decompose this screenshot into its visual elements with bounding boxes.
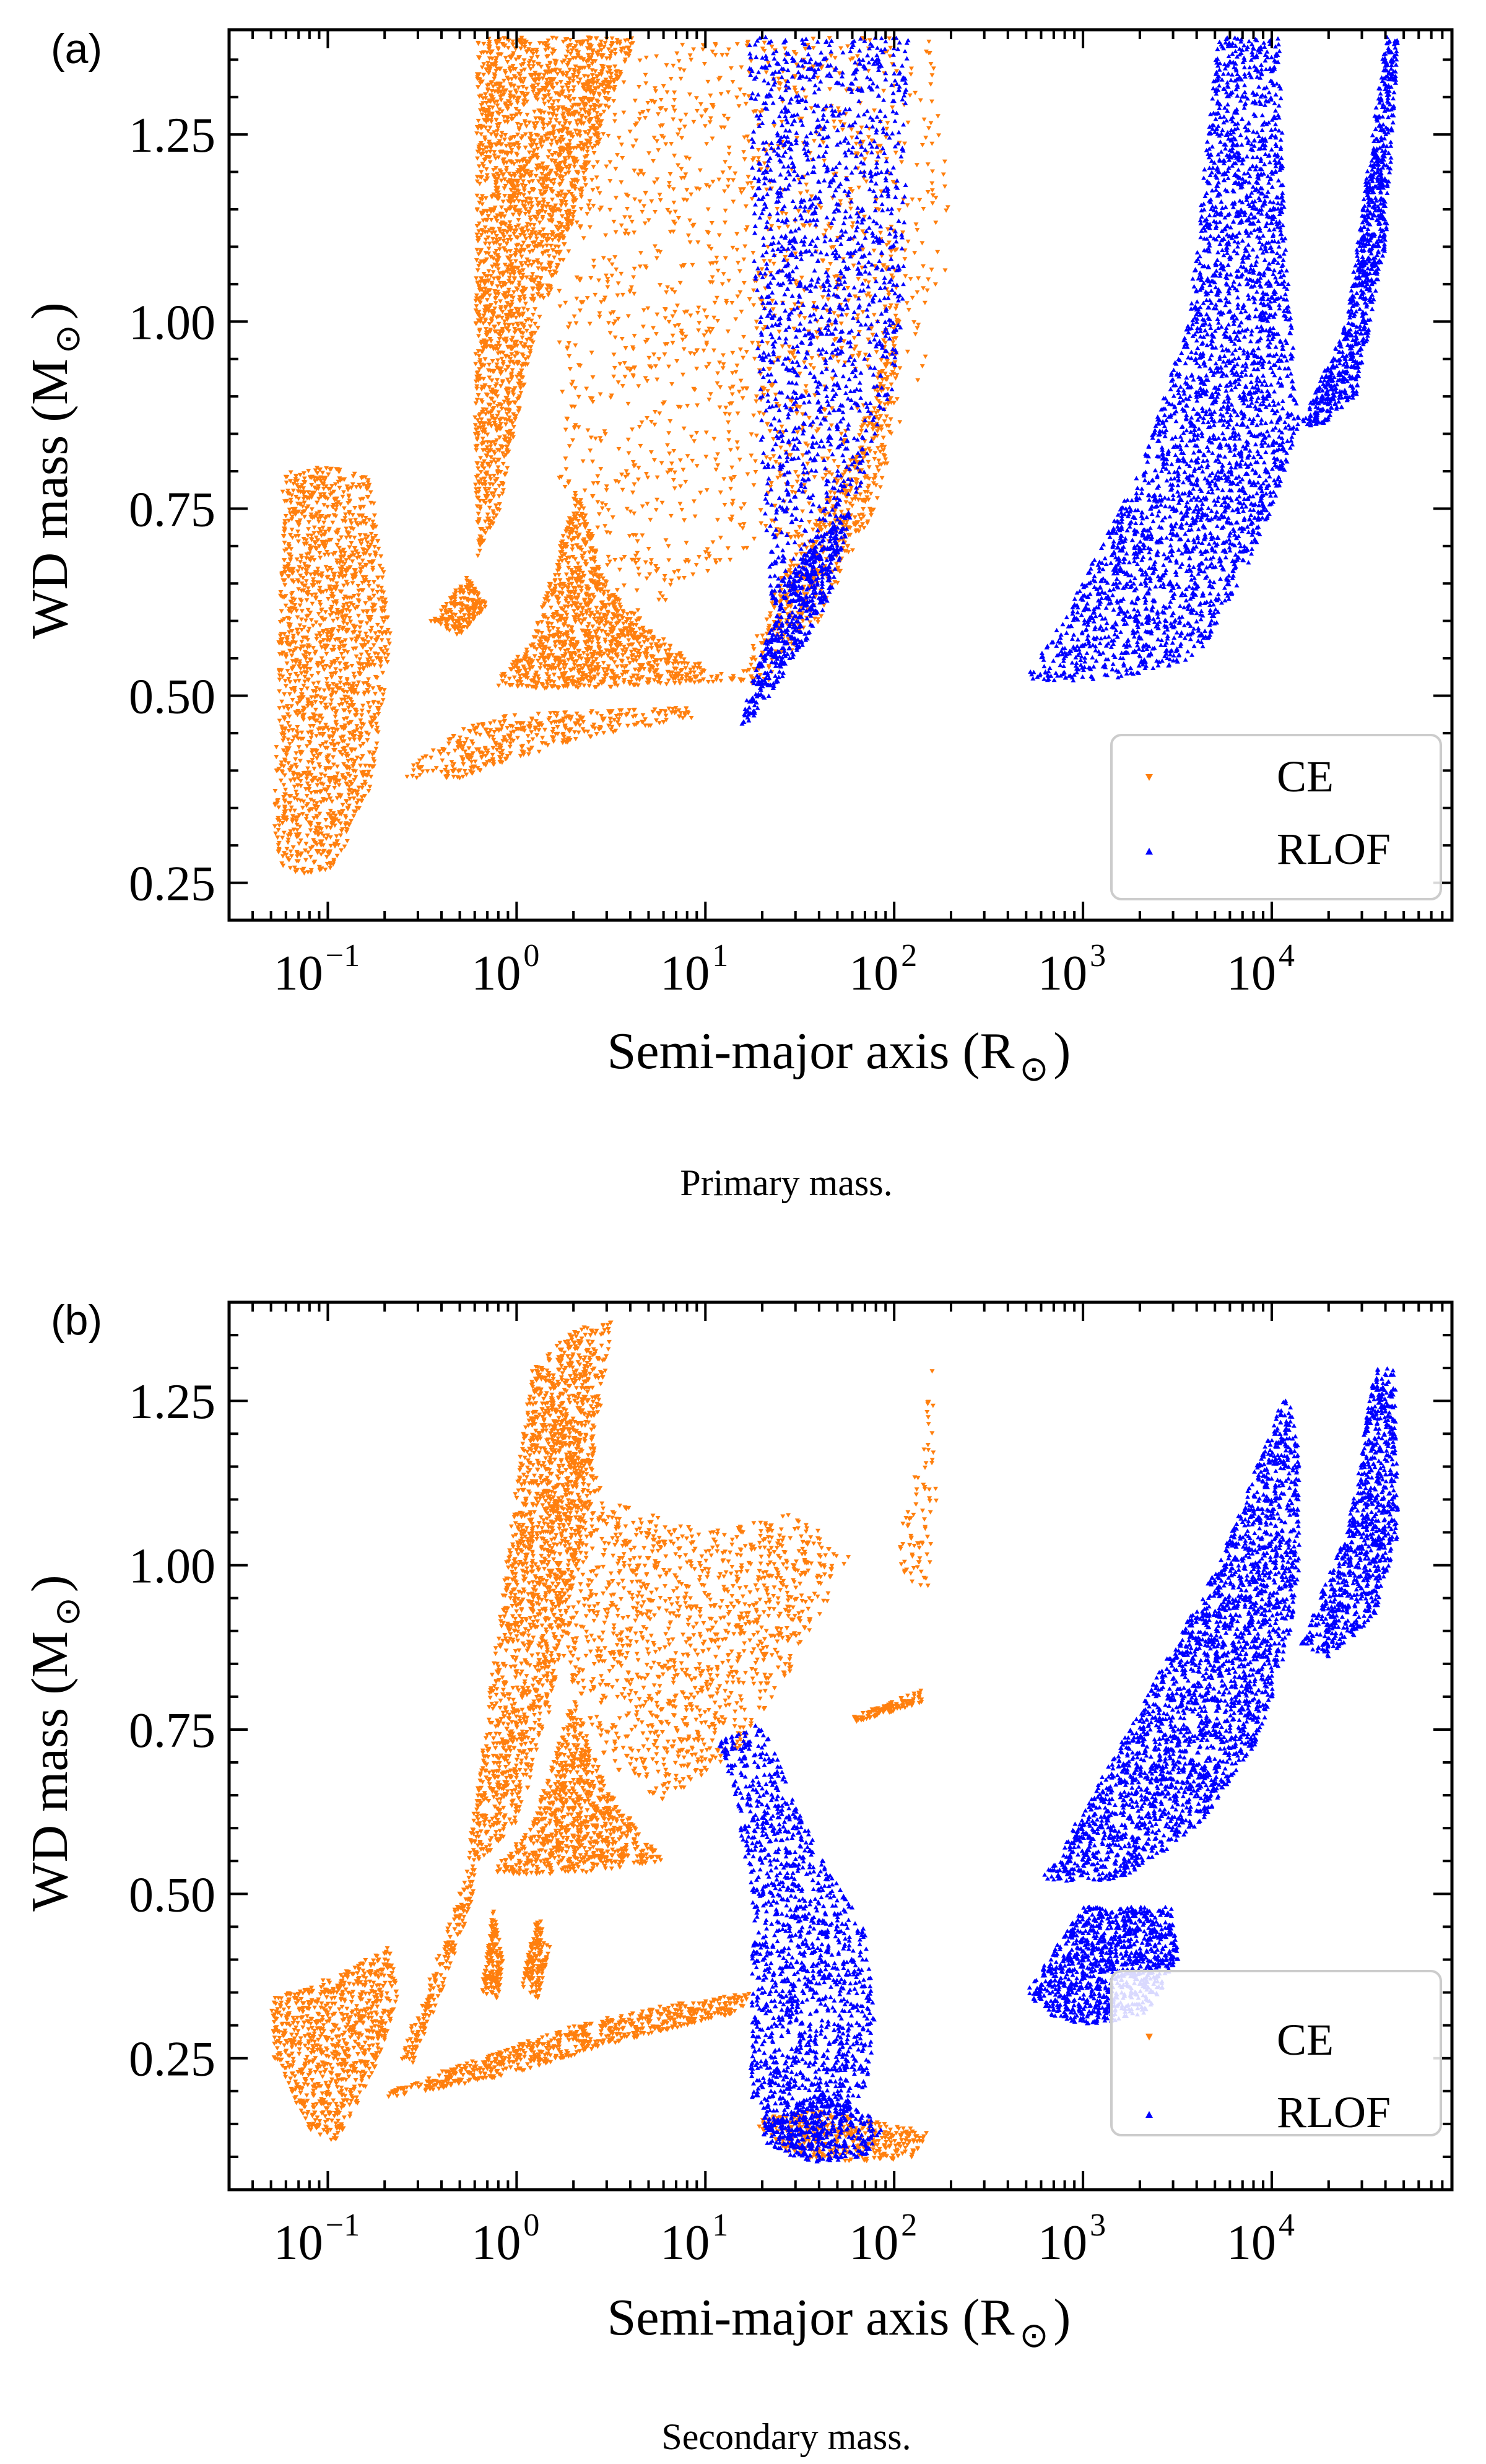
y-tick-label: 0.25	[129, 857, 215, 912]
x-tick-label: 101	[660, 2208, 728, 2270]
panel-a-y-axis-label: WD mass (M⊙)	[21, 302, 88, 639]
panel-a-x-axis-label: Semi-major axis (R ⊙)	[607, 1022, 1071, 1089]
scatter-markers-ce	[269, 1320, 939, 2164]
panel-b-legend-ce-label: CE	[1277, 2015, 1334, 2065]
x-tick-label: 102	[849, 938, 917, 1001]
panel-b-y-axis-label: WD mass (M⊙)	[21, 1575, 88, 1912]
panel-a-label: (a)	[51, 25, 102, 72]
panel-a-points	[272, 35, 1400, 876]
panel-b-y-tick-labels: 0.25 0.50 0.75 1.00 1.25	[129, 1375, 215, 2086]
panel-b-legend-ce-marker	[1145, 2034, 1153, 2040]
y-tick-label: 0.75	[129, 482, 215, 537]
panel-a-legend-ce-marker	[1145, 774, 1153, 781]
y-tick-label: 0.25	[129, 2032, 215, 2087]
y-tick-label: 1.00	[129, 1539, 215, 1594]
x-tick-label: 100	[471, 938, 539, 1001]
panel-b-ticks	[228, 1301, 1453, 2191]
panel-b-legend: CE RLOF	[1110, 1970, 1442, 2137]
panel-a-y-tick-labels: 0.25 0.50 0.75 1.00 1.25	[129, 108, 215, 911]
panel-a-legend-ce-label: CE	[1277, 752, 1334, 801]
panel-b: (b) 10−1 100 101 102 103 104 0.25 0.50 0.75 1.00…	[21, 1297, 1454, 2457]
panel-a-ticks	[228, 30, 1453, 921]
panel-b-x-tick-labels: 10−1 100 101 102 103 104	[274, 2208, 1295, 2270]
y-tick-label: 1.00	[129, 295, 215, 350]
y-tick-label: 1.25	[129, 108, 215, 163]
panel-a-legend-rlof-label: RLOF	[1277, 824, 1391, 874]
panel-a: (a) 10−1 100 101 102 103 104 0.25 0.50 0.75 1.00…	[21, 25, 1454, 1203]
scatter-markers-rlof	[717, 1366, 1401, 2164]
x-tick-label: 10−1	[274, 938, 360, 1001]
panel-b-plot-frame	[227, 1300, 1454, 2192]
panel-b-points	[269, 1320, 1401, 2164]
panel-b-legend-rlof-label: RLOF	[1277, 2087, 1391, 2137]
y-tick-label: 0.75	[129, 1704, 215, 1758]
panel-a-x-tick-labels: 10−1 100 101 102 103 104	[274, 938, 1295, 1001]
x-tick-label: 102	[849, 2208, 917, 2270]
x-tick-label: 103	[1038, 2208, 1106, 2270]
panel-b-caption: Secondary mass.	[661, 2416, 911, 2457]
series-ce	[269, 1320, 939, 2164]
scatter-markers-rlof	[739, 35, 1400, 726]
y-tick-label: 0.50	[129, 669, 215, 724]
panel-b-label: (b)	[51, 1297, 102, 1344]
panel-a-legend: CE RLOF	[1110, 734, 1442, 900]
panel-a-caption: Primary mass.	[680, 1162, 892, 1203]
panel-b-legend-box	[1110, 1970, 1442, 2136]
x-tick-label: 104	[1227, 2208, 1295, 2270]
y-tick-label: 0.50	[129, 1868, 215, 1922]
series-rlof	[717, 1366, 1401, 2164]
x-tick-label: 10−1	[274, 2208, 360, 2270]
series-rlof	[739, 35, 1400, 726]
y-tick-label: 1.25	[129, 1375, 215, 1429]
panel-a-legend-box	[1110, 734, 1442, 900]
series-ce	[272, 35, 950, 876]
panel-b-legend-rlof-marker	[1145, 2111, 1153, 2118]
x-tick-label: 101	[660, 938, 728, 1001]
x-tick-label: 100	[471, 2208, 539, 2270]
panel-a-legend-rlof-marker	[1145, 848, 1153, 855]
panel-b-x-axis-label: Semi-major axis (R ⊙)	[607, 2289, 1071, 2356]
x-tick-label: 103	[1038, 938, 1106, 1001]
scatter-markers-ce	[272, 35, 950, 876]
x-tick-label: 104	[1227, 938, 1295, 1001]
panel-a-plot-frame	[227, 28, 1454, 922]
